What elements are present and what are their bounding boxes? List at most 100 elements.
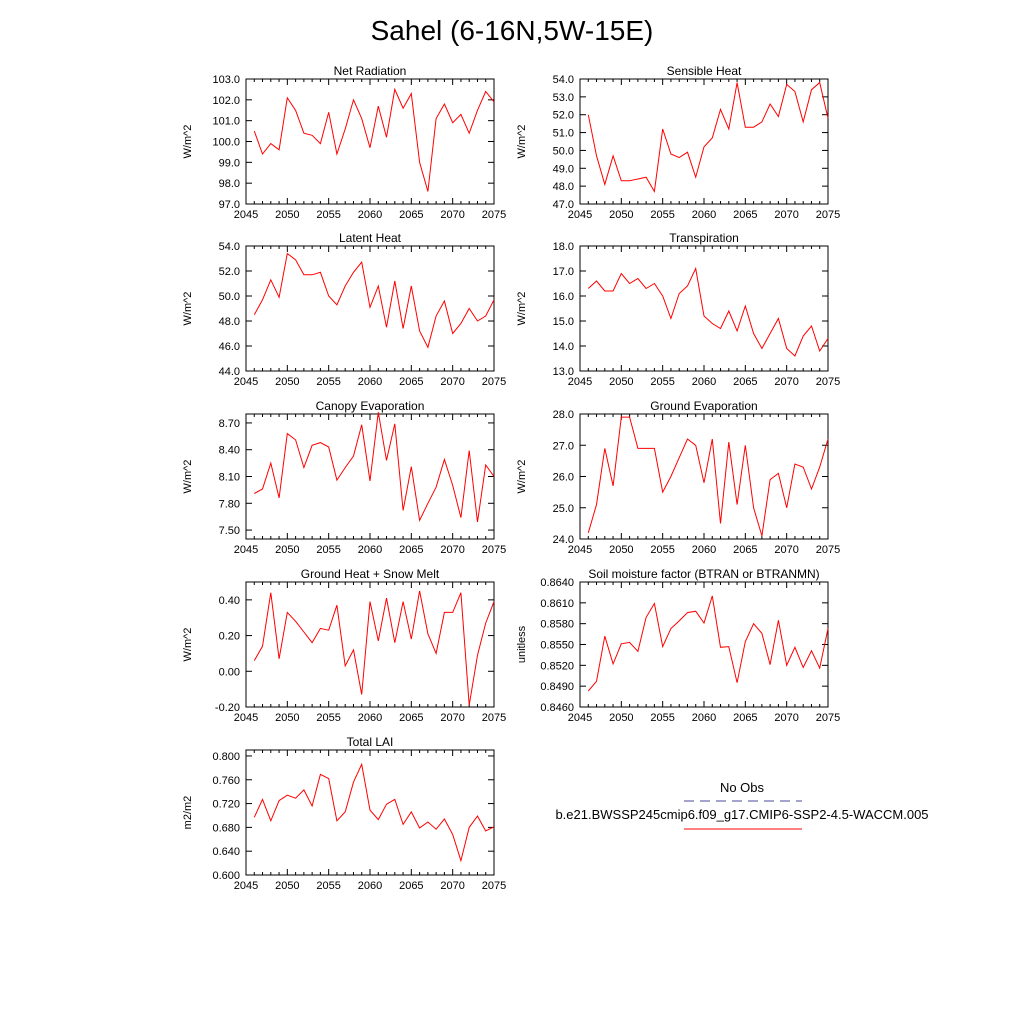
sensible-heat-panel: Sensible Heat W/m^2 2045 2050 2055 2060 2065 20… bbox=[516, 64, 840, 221]
ground-heat-snow-melt-ytick-label: 0.40 bbox=[219, 595, 240, 607]
soil-moisture-factor-btran-or-btranmn-panel: Soil moisture factor (BTRAN or BTRANMN) u… bbox=[516, 567, 840, 724]
total-lai-panel: Total LAI m2/m2 2045 2050 2055 2060 2065 2070 20… bbox=[182, 735, 506, 892]
transpiration-xtick-label: 2070 bbox=[774, 376, 798, 388]
total-lai-xtick-label: 2045 bbox=[234, 880, 258, 892]
sensible-heat-xtick-label: 2060 bbox=[692, 209, 716, 221]
soil-moisture-factor-btran-or-btranmn-xtick-label: 2060 bbox=[692, 712, 716, 724]
total-lai-ytick-label: 0.640 bbox=[212, 846, 240, 858]
soil-moisture-factor-btran-or-btranmn-xtick-label: 2045 bbox=[568, 712, 592, 724]
net-radiation-xtick-label: 2075 bbox=[482, 209, 506, 221]
total-lai-ytick-label: 0.600 bbox=[212, 870, 240, 882]
total-lai-ytick-label: 0.760 bbox=[212, 775, 240, 787]
canopy-evaporation-series-line bbox=[254, 412, 495, 523]
canopy-evaporation-ytick-label: 8.40 bbox=[219, 445, 240, 457]
net-radiation-frame bbox=[245, 78, 495, 205]
sensible-heat-ytick-label: 52.0 bbox=[553, 110, 574, 122]
sensible-heat-frame bbox=[579, 78, 829, 205]
ground-evaporation-xtick-label: 2060 bbox=[692, 544, 716, 556]
ground-heat-snow-melt-xtick-label: 2060 bbox=[358, 712, 382, 724]
net-radiation-xtick-label: 2060 bbox=[358, 209, 382, 221]
canopy-evaporation-title: Canopy Evaporation bbox=[316, 399, 425, 413]
soil-moisture-factor-btran-or-btranmn-ytick-label: 0.8610 bbox=[540, 598, 574, 610]
ground-evaporation-xtick-label: 2065 bbox=[733, 544, 757, 556]
latent-heat-ylabel: W/m^2 bbox=[182, 292, 194, 326]
legend-model-label: b.e21.BWSSP245cmip6.f09_g17.CMIP6-SSP2-4… bbox=[555, 807, 928, 822]
ground-heat-snow-melt-xtick-label: 2045 bbox=[234, 712, 258, 724]
panel-grid: Net Radiation W/m^2 2045 2050 2055 2060 2065 20… bbox=[182, 64, 840, 892]
ground-evaporation-series-line bbox=[587, 416, 829, 537]
canopy-evaporation-frame bbox=[245, 413, 495, 540]
latent-heat-ytick-label: 54.0 bbox=[219, 241, 240, 253]
ground-heat-snow-melt-xtick-label: 2065 bbox=[399, 712, 423, 724]
soil-moisture-factor-btran-or-btranmn-ytick-label: 0.8580 bbox=[540, 619, 574, 631]
latent-heat-ytick-label: 44.0 bbox=[219, 366, 240, 378]
total-lai-ylabel: m2/m2 bbox=[182, 796, 194, 830]
total-lai-series-line bbox=[253, 762, 495, 863]
latent-heat-series-line bbox=[253, 252, 495, 349]
net-radiation-xtick-label: 2070 bbox=[440, 209, 464, 221]
latent-heat-xtick-label: 2055 bbox=[316, 376, 340, 388]
canopy-evaporation-xtick-label: 2070 bbox=[440, 544, 464, 556]
canopy-evaporation-ylabel: W/m^2 bbox=[182, 460, 194, 494]
transpiration-ytick-label: 17.0 bbox=[553, 266, 574, 278]
transpiration-xtick-label: 2075 bbox=[816, 376, 840, 388]
transpiration-xtick-label: 2050 bbox=[609, 376, 633, 388]
net-radiation-ytick-label: 102.0 bbox=[212, 95, 240, 107]
ground-evaporation-xtick-label: 2050 bbox=[609, 544, 633, 556]
canopy-evaporation-ytick-label: 7.50 bbox=[219, 525, 240, 537]
ground-heat-snow-melt-xtick-label: 2070 bbox=[440, 712, 464, 724]
ground-heat-snow-melt-panel: Ground Heat + Snow Melt W/m^2 2045 2050 2055… bbox=[182, 567, 506, 724]
legend: No Obs b.e21.BWSSP245cmip6.f09_g17.CMIP6… bbox=[555, 780, 929, 830]
transpiration-series-line bbox=[587, 266, 829, 357]
transpiration-ytick-label: 13.0 bbox=[553, 366, 574, 378]
sensible-heat-xtick-label: 2050 bbox=[609, 209, 633, 221]
soil-moisture-factor-btran-or-btranmn-xtick-label: 2075 bbox=[816, 712, 840, 724]
legend-obs-label: No Obs bbox=[720, 780, 765, 795]
sensible-heat-ytick-label: 54.0 bbox=[553, 74, 574, 86]
ground-evaporation-panel: Ground Evaporation W/m^2 2045 2050 2055 2060 2… bbox=[516, 399, 840, 556]
ground-heat-snow-melt-ytick-label: 0.20 bbox=[219, 631, 240, 643]
canopy-evaporation-xtick-label: 2055 bbox=[316, 544, 340, 556]
transpiration-title: Transpiration bbox=[669, 231, 739, 245]
soil-moisture-factor-btran-or-btranmn-ylabel: unitless bbox=[516, 625, 528, 663]
ground-evaporation-ytick-label: 28.0 bbox=[553, 409, 574, 421]
net-radiation-ytick-label: 101.0 bbox=[212, 116, 240, 128]
soil-moisture-factor-btran-or-btranmn-xtick-label: 2065 bbox=[733, 712, 757, 724]
total-lai-xtick-label: 2065 bbox=[399, 880, 423, 892]
total-lai-frame bbox=[245, 749, 495, 876]
ground-heat-snow-melt-xtick-label: 2055 bbox=[316, 712, 340, 724]
total-lai-title: Total LAI bbox=[347, 735, 394, 749]
soil-moisture-factor-btran-or-btranmn-series-line bbox=[587, 595, 829, 692]
ground-heat-snow-melt-xtick-label: 2075 bbox=[482, 712, 506, 724]
net-radiation-ylabel: W/m^2 bbox=[182, 125, 194, 159]
net-radiation-ytick-label: 98.0 bbox=[219, 178, 240, 190]
sensible-heat-ytick-label: 51.0 bbox=[553, 128, 574, 140]
soil-moisture-factor-btran-or-btranmn-xtick-label: 2055 bbox=[650, 712, 674, 724]
soil-moisture-factor-btran-or-btranmn-ytick-label: 0.8640 bbox=[540, 577, 574, 589]
total-lai-ytick-label: 0.720 bbox=[212, 799, 240, 811]
sensible-heat-ytick-label: 49.0 bbox=[553, 163, 574, 175]
sensible-heat-ytick-label: 47.0 bbox=[553, 199, 574, 211]
latent-heat-title: Latent Heat bbox=[339, 231, 402, 245]
ground-heat-snow-melt-xtick-label: 2050 bbox=[275, 712, 299, 724]
ground-evaporation-ytick-label: 24.0 bbox=[553, 534, 574, 546]
canopy-evaporation-xtick-label: 2075 bbox=[482, 544, 506, 556]
latent-heat-panel: Latent Heat W/m^2 2045 2050 2055 2060 2065 2070… bbox=[182, 231, 506, 388]
soil-moisture-factor-btran-or-btranmn-ytick-label: 0.8520 bbox=[540, 660, 574, 672]
total-lai-ytick-label: 0.800 bbox=[212, 751, 240, 763]
transpiration-xtick-label: 2045 bbox=[568, 376, 592, 388]
sensible-heat-xtick-label: 2070 bbox=[774, 209, 798, 221]
ground-evaporation-ytick-label: 27.0 bbox=[553, 440, 574, 452]
net-radiation-ytick-label: 100.0 bbox=[212, 137, 240, 149]
transpiration-ytick-label: 18.0 bbox=[553, 241, 574, 253]
canopy-evaporation-ytick-label: 7.80 bbox=[219, 498, 240, 510]
latent-heat-xtick-label: 2045 bbox=[234, 376, 258, 388]
soil-moisture-factor-btran-or-btranmn-frame bbox=[579, 581, 829, 708]
sensible-heat-xtick-label: 2055 bbox=[650, 209, 674, 221]
ground-evaporation-xtick-label: 2075 bbox=[816, 544, 840, 556]
total-lai-xtick-label: 2075 bbox=[482, 880, 506, 892]
latent-heat-ytick-label: 50.0 bbox=[219, 291, 240, 303]
canopy-evaporation-ytick-label: 8.70 bbox=[219, 418, 240, 430]
canopy-evaporation-xtick-label: 2060 bbox=[358, 544, 382, 556]
net-radiation-title: Net Radiation bbox=[334, 64, 407, 78]
